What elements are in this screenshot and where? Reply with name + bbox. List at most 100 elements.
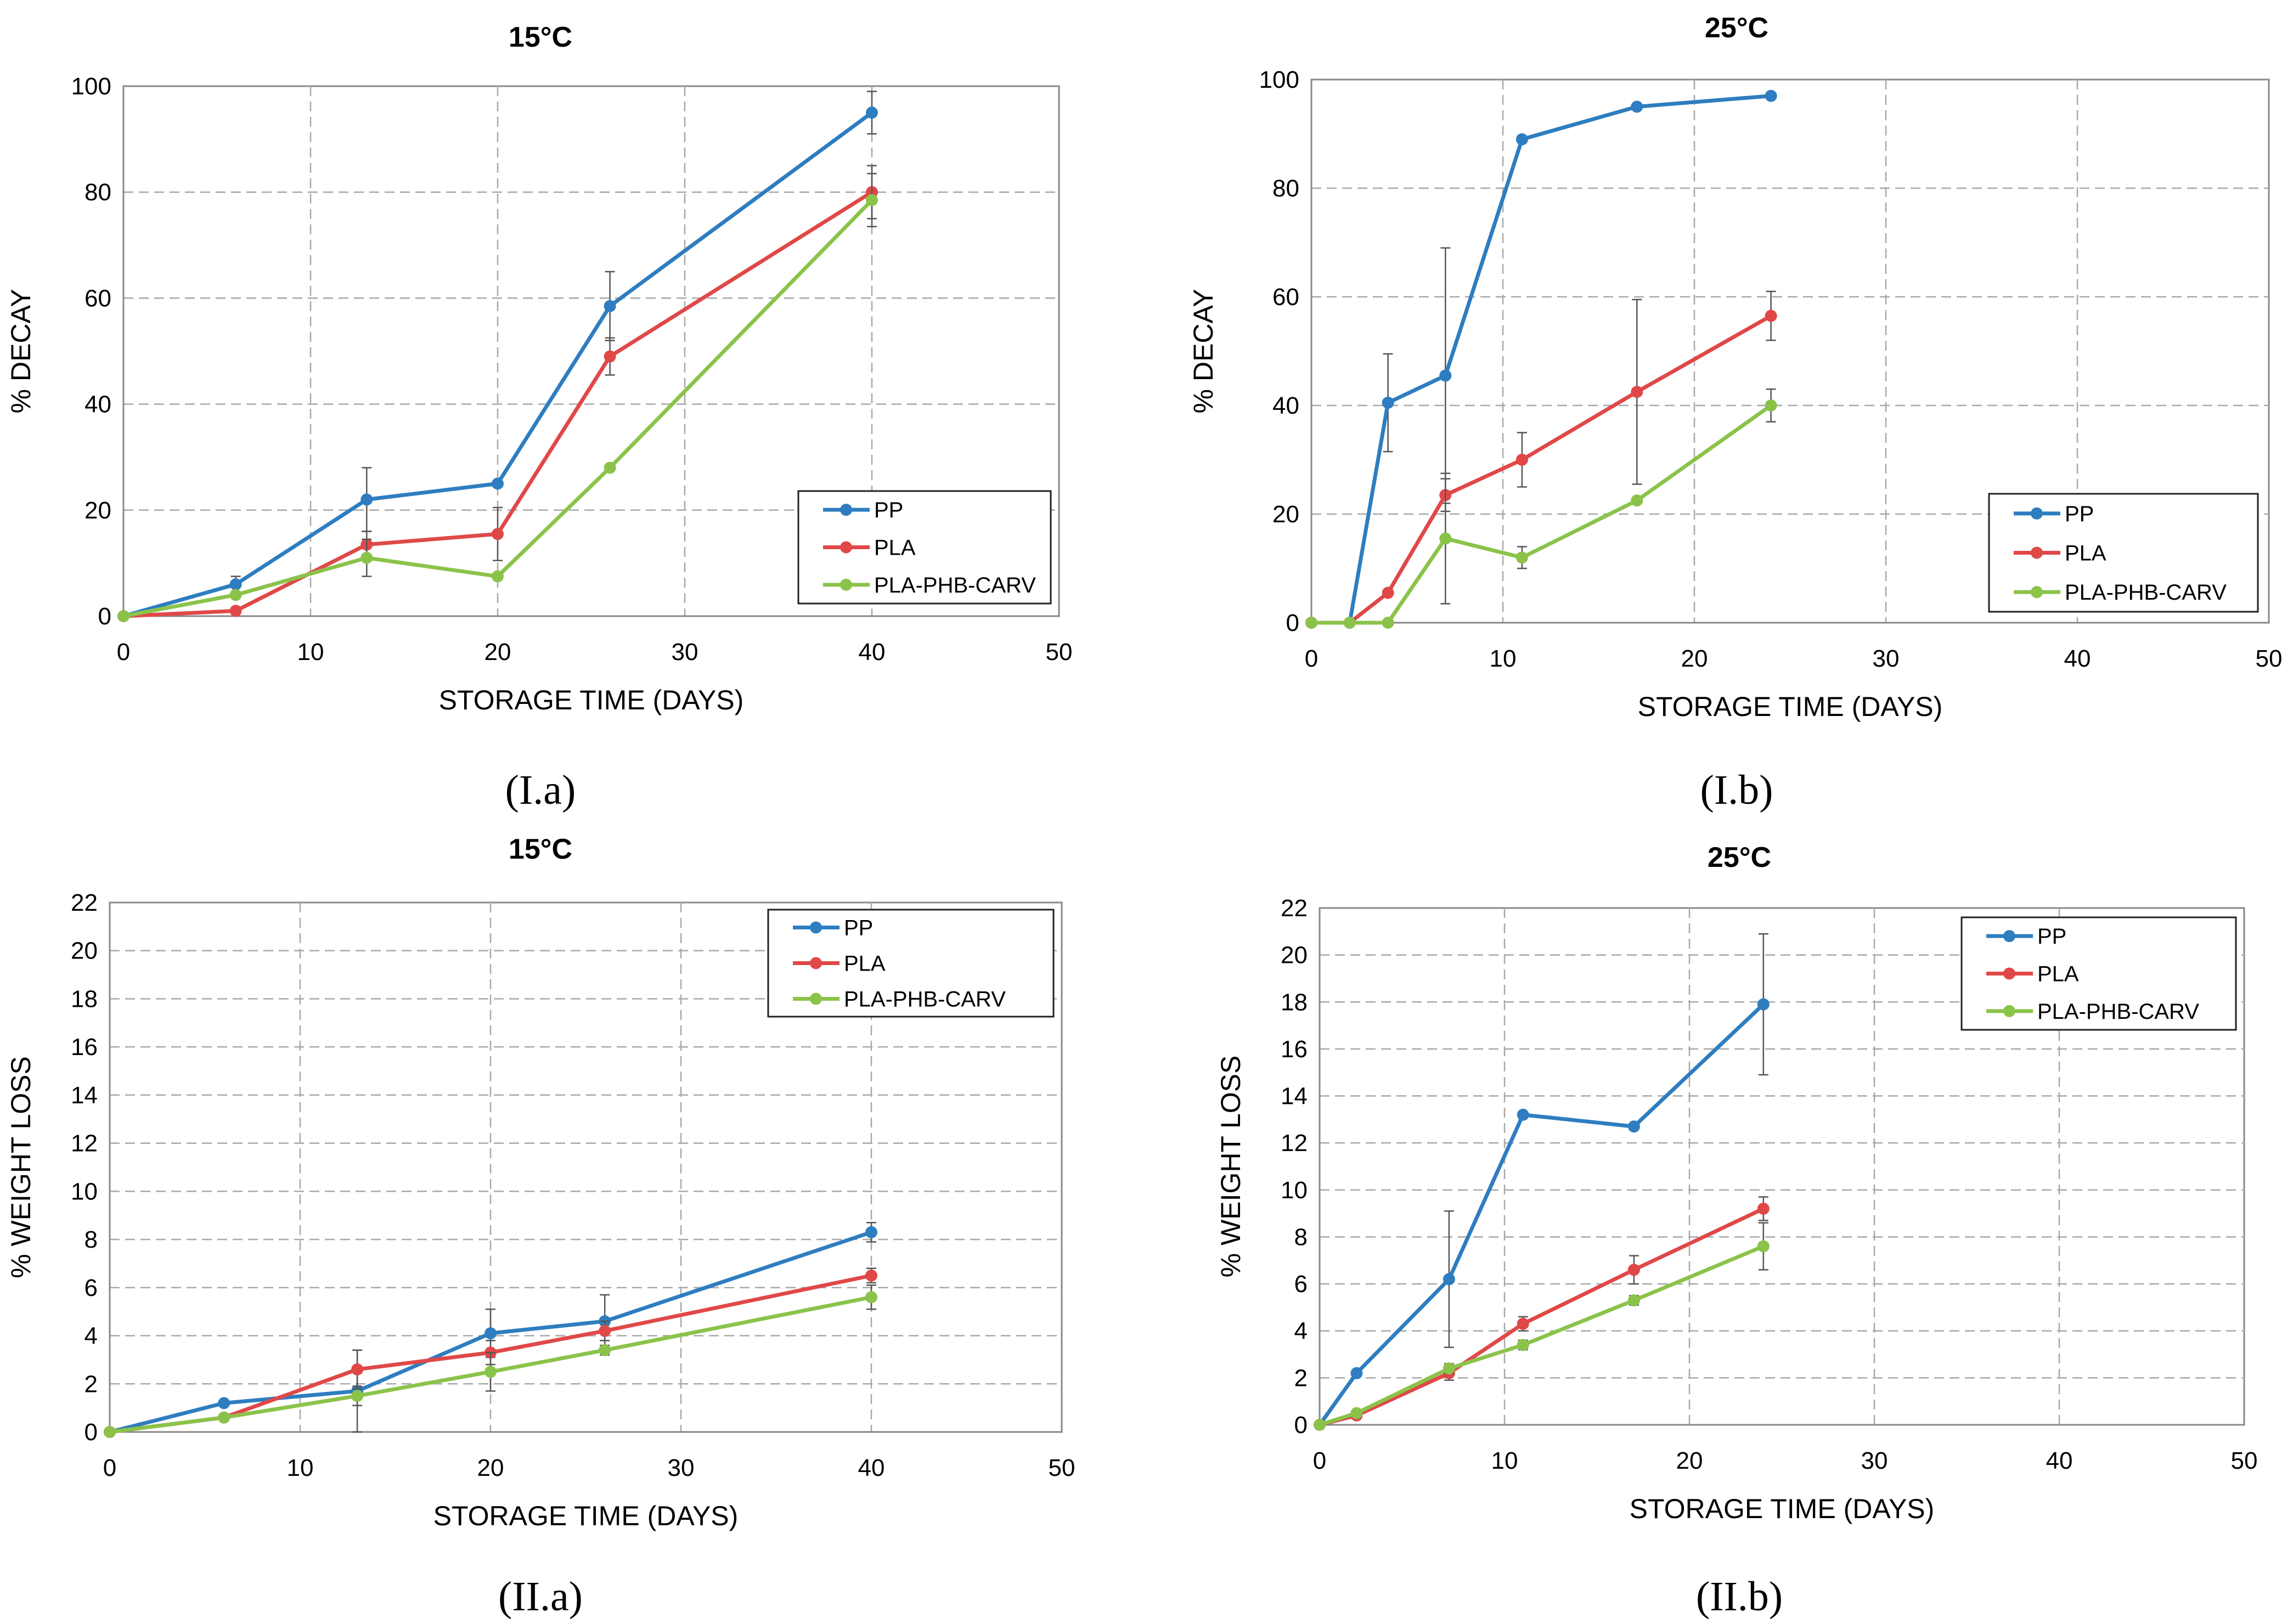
data-point	[604, 461, 616, 474]
legend-item-pla-phb-carv: PLA-PHB-CARV	[1986, 1000, 2199, 1024]
y-tick-label: 8	[84, 1226, 98, 1253]
legend-item-pla: PLA	[2014, 542, 2106, 566]
series-line	[1319, 1244, 1765, 1427]
y-tick-label: 8	[1294, 1223, 1308, 1250]
legend-swatch-marker	[840, 541, 852, 554]
y-tick-label: 14	[71, 1082, 98, 1109]
series-pla-phb-carv	[104, 1284, 877, 1438]
data-point	[1627, 1264, 1640, 1276]
data-point	[604, 350, 616, 363]
legend-item-pp: PP	[793, 916, 873, 940]
series-line	[109, 1295, 872, 1434]
y-tick-label: 4	[1294, 1318, 1308, 1345]
y-tick-label: 20	[1281, 942, 1308, 969]
legend: PP PLA PLA-PHB-CARV	[1988, 493, 2259, 613]
data-point	[1757, 998, 1770, 1011]
x-tick-label: 10	[297, 639, 324, 666]
data-point	[1627, 1120, 1640, 1133]
y-axis-label: % WEIGHT LOSS	[5, 1056, 36, 1278]
legend-item-pla: PLA	[793, 952, 886, 976]
legend-swatch-marker	[2031, 546, 2043, 559]
legend-swatch-marker	[810, 957, 822, 969]
series-pla-phb-carv	[1305, 388, 1777, 629]
data-point	[1382, 397, 1394, 409]
y-axis-label: % DECAY	[5, 289, 36, 414]
x-tick-label: 0	[1313, 1447, 1326, 1474]
x-tick-label: 20	[1676, 1447, 1703, 1474]
data-point	[599, 1324, 611, 1337]
x-tick-label: 20	[477, 1454, 504, 1481]
y-tick-label: 14	[1281, 1083, 1308, 1110]
legend-label: PLA-PHB-CARV	[2065, 580, 2227, 605]
chart-title: 15°C	[509, 21, 572, 53]
y-tick-label: 100	[1259, 66, 1299, 93]
series-line	[123, 190, 873, 618]
data-point	[1627, 1294, 1640, 1307]
y-tick-label: 80	[1272, 175, 1299, 202]
legend-item-pp: PP	[2014, 502, 2094, 526]
data-point	[351, 1363, 364, 1375]
data-point	[1765, 89, 1777, 102]
data-point	[484, 1366, 497, 1378]
data-point	[1439, 369, 1452, 382]
y-tick-label: 40	[84, 391, 111, 418]
chart-title: 25°C	[1705, 12, 1768, 44]
y-tick-label: 60	[84, 285, 111, 312]
x-axis-label: STORAGE TIME (DAYS)	[1638, 691, 1943, 722]
legend-swatch-marker	[840, 578, 852, 591]
x-tick-label: 10	[287, 1454, 314, 1481]
series-pp	[1305, 89, 1777, 629]
data-point	[1350, 1407, 1363, 1419]
x-tick-label: 0	[1305, 645, 1318, 672]
legend-swatch-marker	[810, 921, 822, 934]
data-point	[1757, 1203, 1770, 1215]
legend: PP PLA PLA-PHB-CARV	[1960, 916, 2237, 1031]
y-tick-label: 40	[1272, 392, 1299, 419]
legend-label: PLA-PHB-CARV	[2037, 1000, 2199, 1024]
data-point	[351, 1390, 364, 1402]
data-point	[1443, 1273, 1455, 1285]
y-tick-label: 10	[71, 1178, 98, 1205]
y-tick-label: 12	[1281, 1130, 1308, 1157]
y-tick-label: 0	[84, 1419, 98, 1446]
y-tick-label: 20	[71, 938, 98, 965]
series-line	[123, 111, 874, 618]
legend-item-pla-phb-carv: PLA-PHB-CARV	[793, 988, 1006, 1012]
panel-label: (II.b)	[1696, 1574, 1783, 1620]
data-point	[1517, 1108, 1529, 1121]
y-tick-label: 0	[1286, 610, 1299, 636]
legend-swatch-marker	[2031, 507, 2043, 520]
data-point	[104, 1426, 116, 1438]
x-tick-label: 40	[858, 1454, 885, 1481]
legend-label: PLA	[874, 536, 916, 560]
y-tick-label: 18	[71, 985, 98, 1012]
x-tick-label: 10	[1490, 645, 1517, 672]
y-tick-label: 16	[1281, 1036, 1308, 1063]
x-tick-label: 50	[2231, 1447, 2258, 1474]
data-point	[492, 570, 504, 583]
data-point	[1305, 617, 1317, 629]
data-point	[1314, 1419, 1326, 1431]
y-tick-label: 20	[1272, 501, 1299, 528]
panel-label: (I.b)	[1700, 767, 1773, 813]
data-point	[1631, 386, 1643, 398]
y-tick-label: 2	[84, 1371, 98, 1397]
data-point	[866, 106, 878, 119]
y-axis-label: % DECAY	[1188, 289, 1219, 414]
data-point	[1517, 1317, 1529, 1330]
y-tick-label: 10	[1281, 1177, 1308, 1204]
y-tick-label: 22	[1281, 895, 1308, 922]
data-point	[229, 578, 242, 591]
y-tick-label: 0	[1294, 1412, 1308, 1439]
data-point	[1631, 100, 1643, 113]
data-point	[492, 528, 504, 540]
y-tick-label: 22	[71, 889, 98, 916]
x-tick-label: 20	[484, 639, 511, 666]
data-point	[865, 1291, 877, 1304]
y-tick-label: 18	[1281, 989, 1308, 1016]
x-tick-label: 40	[859, 639, 886, 666]
series-pla-phb-carv	[117, 173, 878, 622]
x-tick-label: 40	[2046, 1447, 2073, 1474]
chart-title: 25°C	[1708, 842, 1771, 873]
